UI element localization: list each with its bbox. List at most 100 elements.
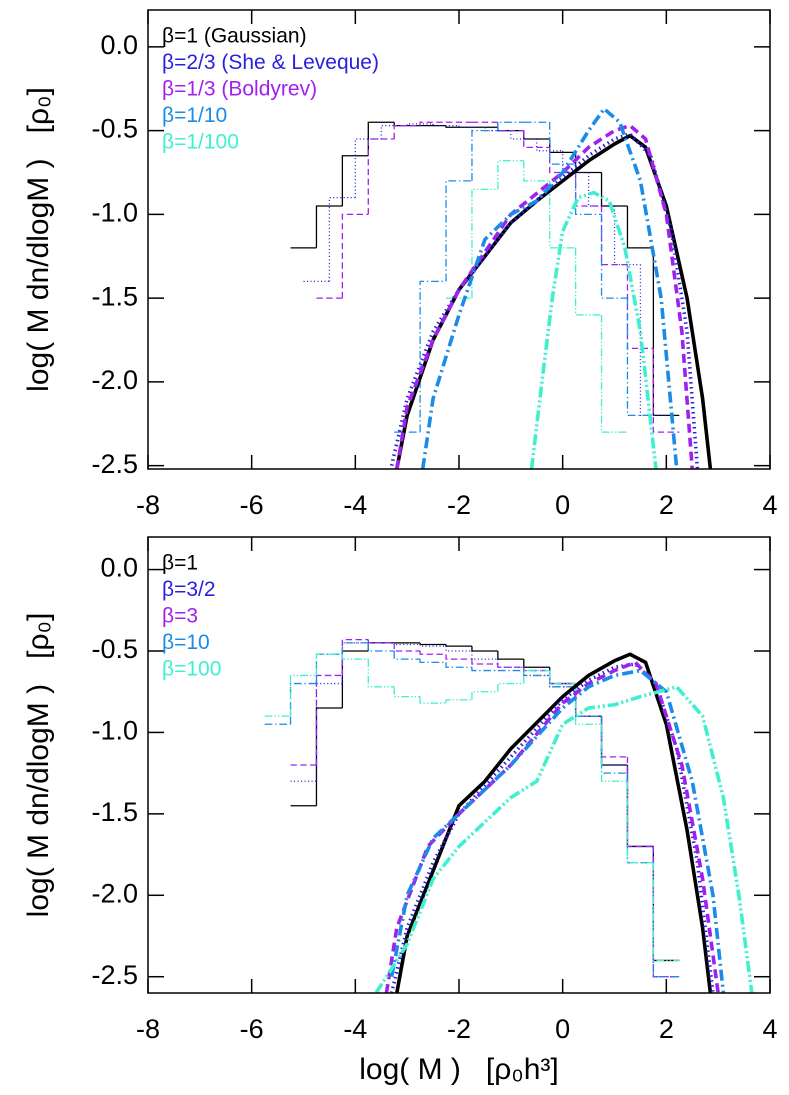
histogram-step	[419, 644, 447, 647]
histogram-step	[652, 862, 680, 978]
series-line	[384, 660, 720, 993]
histogram-step	[574, 686, 602, 717]
histogram-step	[406, 123, 434, 126]
legend-entry: β=1/10	[162, 104, 227, 127]
histogram-step	[471, 667, 498, 672]
histogram-step	[380, 124, 408, 139]
histogram-step	[393, 651, 421, 660]
x-tick-label: -2	[447, 1014, 471, 1044]
histogram-step	[341, 638, 369, 676]
histogram-step	[471, 646, 498, 652]
y-tick-label: -1.5	[91, 281, 138, 311]
series-line	[395, 123, 695, 469]
legend-entry: β=2/3 (She & Leveque)	[162, 51, 379, 74]
histogram-step	[341, 642, 369, 684]
histogram-step	[367, 642, 395, 652]
histogram-step	[393, 686, 421, 698]
x-tick-label: -8	[136, 490, 160, 520]
histogram-step	[419, 280, 447, 433]
histogram-step	[445, 646, 472, 652]
histogram-step	[652, 846, 680, 978]
histogram-step	[626, 765, 654, 848]
series-line	[395, 652, 713, 993]
plot-frame	[147, 9, 771, 470]
series-line	[389, 662, 715, 993]
histogram-step	[626, 298, 654, 417]
legend-entry: β=1 (Gaussian)	[162, 25, 307, 48]
histogram-step	[445, 662, 472, 668]
histogram-step	[419, 651, 447, 655]
x-tick-label: 2	[659, 490, 674, 520]
y-tick-label: -2.0	[91, 878, 138, 908]
histogram-step	[445, 644, 472, 647]
x-tick-label: -4	[343, 1014, 367, 1044]
histogram-step	[393, 642, 421, 652]
histogram-step	[328, 196, 356, 282]
histogram-step	[600, 172, 628, 207]
histogram-step	[367, 659, 395, 688]
y-tick-label: -0.5	[91, 634, 138, 664]
histogram-step	[497, 121, 524, 131]
x-tick-label: -4	[343, 490, 367, 520]
histogram-step	[315, 653, 343, 676]
histogram-step	[549, 675, 576, 688]
histogram-step	[549, 147, 576, 174]
x-axis-label: log( M ) [ρ₀h³]	[359, 1053, 559, 1086]
legend-entry: β=1/3 (Boldyrev)	[162, 78, 317, 101]
histogram-step	[289, 682, 317, 725]
histogram-step	[367, 138, 395, 215]
histogram-step	[523, 670, 550, 677]
histogram-step	[315, 707, 343, 806]
series-line	[374, 685, 754, 993]
histogram-step	[587, 172, 615, 207]
y-tick-label: -2.5	[91, 449, 138, 479]
series-line	[389, 132, 700, 469]
histogram-step	[549, 667, 576, 685]
histogram-step	[471, 691, 498, 700]
histogram-step	[445, 654, 472, 660]
plot-area	[264, 638, 754, 993]
histogram-step	[432, 123, 459, 127]
histogram-step	[549, 180, 576, 249]
y-axis-label: log( M dn/dlogM ) [ρ₀]	[22, 613, 55, 918]
x-tick-label: 0	[555, 490, 570, 520]
x-tick-label: -6	[240, 490, 264, 520]
histogram-step	[549, 670, 576, 685]
histogram-step	[600, 314, 628, 433]
legend-entry: β=10	[162, 631, 210, 654]
histogram-step	[523, 667, 550, 677]
legend-entry: β=3	[162, 605, 198, 628]
histogram-step	[419, 642, 447, 646]
legend-entry: β=3/2	[162, 578, 216, 601]
x-tick-label: -6	[240, 1014, 264, 1044]
histogram-step	[367, 639, 395, 644]
histogram-step	[315, 682, 343, 782]
legend-entry: β=100	[162, 658, 221, 681]
histogram-step	[600, 214, 628, 299]
histogram-step	[315, 205, 343, 248]
series-line	[420, 107, 679, 469]
histogram-step	[497, 651, 524, 660]
histogram-step	[523, 160, 550, 182]
histogram-step	[341, 654, 369, 660]
histogram-step	[652, 862, 680, 962]
histogram-step	[523, 130, 550, 149]
histogram-step	[536, 138, 563, 152]
x-tick-label: -2	[447, 490, 471, 520]
histogram-step	[471, 651, 498, 660]
histogram-step	[419, 121, 447, 126]
y-tick-label: -0.5	[91, 114, 138, 144]
histogram-step	[626, 205, 654, 249]
histogram-step	[419, 659, 447, 664]
histogram-step	[471, 188, 498, 299]
histogram-step	[626, 765, 654, 848]
y-tick-label: 0.0	[100, 30, 138, 60]
plot-area	[290, 107, 713, 469]
histogram-step	[445, 180, 472, 282]
histogram-step	[523, 130, 550, 140]
histogram-step	[497, 664, 524, 668]
histogram-step	[497, 682, 524, 692]
histogram-step	[652, 846, 680, 978]
histogram-step	[549, 675, 576, 688]
